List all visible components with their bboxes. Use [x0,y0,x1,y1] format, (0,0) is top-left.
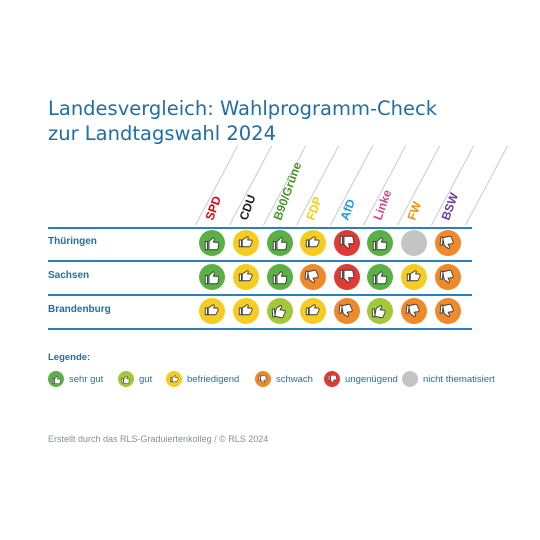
legend-item: gut [118,370,152,388]
legend-swatch [402,371,418,387]
rating-circle [267,230,293,256]
rating-circle [367,264,393,290]
row-divider [48,294,472,296]
party-label-1: CDU [236,192,259,223]
rating-circle [367,298,393,324]
rating-circle [300,230,326,256]
page-title: Landesvergleich: Wahlprogramm-Check zur … [48,96,437,146]
row-divider [48,227,472,229]
legend-label: nicht thematisiert [423,373,495,385]
thumb-sideways-icon [305,304,320,316]
rating-circle [401,230,427,256]
state-label: Sachsen [48,270,90,281]
rating-circle [199,264,225,290]
thumb-down-icon [339,235,355,249]
legend-label: gut [139,373,153,385]
row-divider [48,328,472,330]
thumb-up-icon [272,271,288,285]
thumb-sideways-icon [406,270,421,282]
state-label: Thüringen [48,236,97,247]
rating-circle [401,298,427,324]
legend-label: sehr gut [69,373,104,385]
rating-circle [267,298,293,324]
rating-circle [334,298,360,324]
legend-label: schwach [276,373,313,385]
row-divider [48,260,472,262]
legend-item: sehr gut [48,370,103,388]
legend-label: befriedigend [187,373,240,385]
thumb-up-icon [372,271,388,285]
state-label: Brandenburg [48,304,111,315]
thumb-down-angled-icon [439,235,454,249]
thumb-sideways-icon [238,304,253,316]
rating-circle [199,230,225,256]
thumb-down-icon [339,269,355,283]
rating-circle [334,264,360,290]
thumb-sideways-icon [305,236,320,248]
thumb-up-icon [204,237,220,251]
legend-label: ungenügend [345,373,398,385]
rating-circle [435,264,461,290]
party-label-6: FW [404,199,425,223]
rating-circle [435,230,461,256]
thumb-up-icon [272,237,288,251]
thumb-up-icon [51,375,61,384]
legend-item: befriedigend [166,370,239,388]
rating-circle [233,264,259,290]
legend-swatch [324,371,340,387]
thumb-sideways-icon [169,374,179,382]
legend-item: nicht thematisiert [402,370,495,388]
legend-swatch [166,371,182,387]
thumb-down-angled-icon [439,269,454,283]
thumb-down-angled-icon [304,269,319,283]
legend-swatch [48,371,64,387]
rating-circle [435,298,461,324]
rating-circle [199,298,225,324]
footer-credit: Erstellt durch das RLS-Graduiertenkolleg… [48,434,269,444]
thumb-up-angled-icon [371,305,386,319]
rating-circle [233,230,259,256]
rating-circle [334,230,360,256]
thumb-sideways-icon [238,236,253,248]
party-label-3: FDP [303,194,325,223]
thumb-up-icon [204,271,220,285]
thumb-down-angled-icon [257,374,267,383]
party-header: SPD CDU B90/Grüne FDP AfD Linke FW BSW [0,0,540,230]
title-line-1: Landesvergleich: Wahlprogramm-Check [48,97,437,120]
thumb-up-angled-icon [120,375,130,384]
rating-circle [233,298,259,324]
rating-circle [367,230,393,256]
title-line-2: zur Landtagswahl 2024 [48,122,276,145]
legend-swatch [118,371,134,387]
rating-circle [267,264,293,290]
rating-circle [300,298,326,324]
rating-circle [401,264,427,290]
column-divider-line [465,145,509,226]
thumb-down-angled-icon [405,303,420,317]
party-label-7: BSW [438,190,462,223]
party-label-0: SPD [202,194,225,223]
thumb-up-angled-icon [271,305,286,319]
thumb-up-icon [372,237,388,251]
party-label-5: Linke [370,187,395,223]
thumb-down-angled-icon [439,303,454,317]
legend-item: schwach [255,370,313,388]
legend-title: Legende: [48,352,91,363]
rating-circle [300,264,326,290]
thumb-down-angled-icon [338,303,353,317]
legend-swatch [255,371,271,387]
thumb-sideways-icon [238,270,253,282]
legend-item: ungenügend [324,370,398,388]
thumb-sideways-icon [204,304,219,316]
thumb-down-icon [327,374,337,383]
